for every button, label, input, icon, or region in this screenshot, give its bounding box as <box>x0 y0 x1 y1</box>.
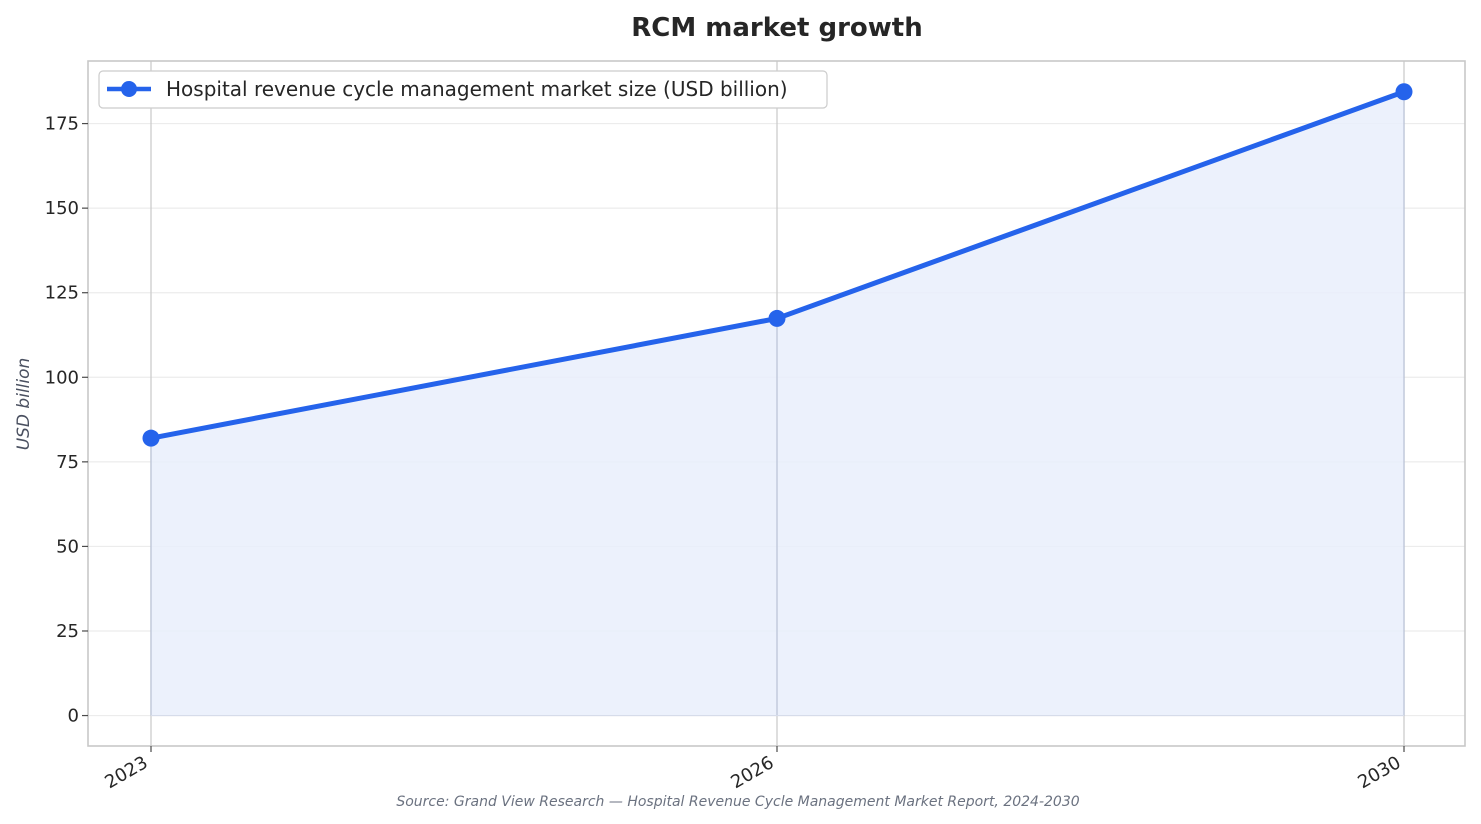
data-points <box>142 83 1413 447</box>
y-tick-label: 100 <box>45 367 79 388</box>
y-axis-ticks: 0 25 50 75 100 125 150 175 <box>45 114 88 727</box>
y-tick-label: 50 <box>56 536 79 557</box>
y-tick-label: 175 <box>45 114 79 135</box>
legend-label: Hospital revenue cycle management market… <box>166 77 788 101</box>
y-axis-label: USD billion <box>14 358 34 451</box>
data-point-2030 <box>1395 83 1413 101</box>
chart-title: RCM market growth <box>631 13 922 43</box>
x-axis-ticks: 2023 2026 2030 <box>101 746 1405 793</box>
data-point-2026 <box>768 309 786 327</box>
y-tick-label: 150 <box>45 198 79 219</box>
y-tick-label: 75 <box>56 452 79 473</box>
x-tick-label: 2030 <box>1354 752 1404 793</box>
x-tick-label: 2026 <box>727 752 777 793</box>
plot-area <box>87 60 1466 747</box>
x-tick-label: 2023 <box>101 752 151 793</box>
area-fill-layer <box>150 91 1405 717</box>
data-point-2023 <box>142 429 160 447</box>
y-tick-label: 0 <box>68 706 79 727</box>
y-tick-label: 25 <box>56 621 79 642</box>
y-tick-label: 125 <box>45 283 79 304</box>
legend: Hospital revenue cycle management market… <box>98 70 828 109</box>
source-note: Source: Grand View Research — Hospital R… <box>396 794 1079 810</box>
legend-marker-swatch <box>121 81 137 97</box>
legend-box <box>98 70 828 109</box>
